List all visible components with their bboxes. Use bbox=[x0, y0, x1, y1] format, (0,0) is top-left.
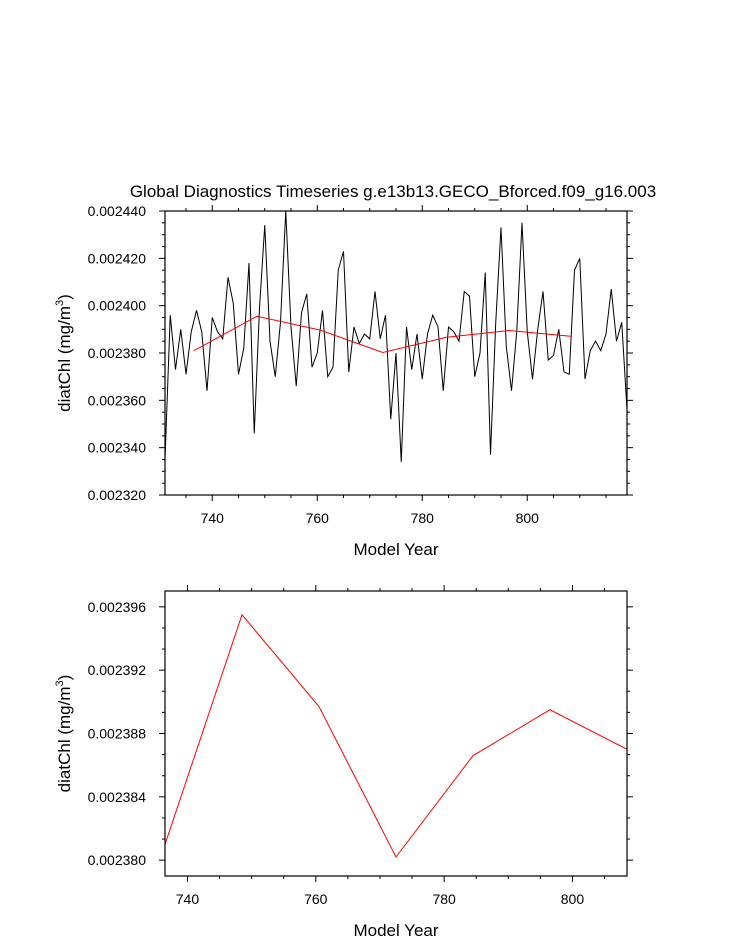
y-tick-label: 0.002392 bbox=[88, 662, 147, 678]
y-tick-label: 0.002360 bbox=[88, 392, 147, 408]
running-mean-line bbox=[165, 613, 627, 858]
x-tick-label: 740 bbox=[201, 510, 225, 526]
y-tick-label: 0.002340 bbox=[88, 440, 147, 456]
x-tick-label: 760 bbox=[304, 891, 328, 907]
y-axis-label: diatChl (mg/m3) bbox=[54, 294, 74, 412]
y-axis-label: diatChl (mg/m3) bbox=[54, 675, 74, 793]
x-axis-label: Model Year bbox=[353, 921, 438, 940]
y-tick-label: 0.002400 bbox=[88, 298, 147, 314]
y-tick-label: 0.002440 bbox=[88, 203, 147, 219]
plot-frame bbox=[164, 590, 628, 877]
y-tick-label: 0.002388 bbox=[88, 726, 147, 742]
y-tick-label: 0.002380 bbox=[88, 852, 147, 868]
running-mean-line bbox=[193, 315, 572, 354]
y-tick-label: 0.002420 bbox=[88, 250, 147, 266]
chart-title: Global Diagnostics Timeseries g.e13b13.G… bbox=[130, 182, 656, 201]
bottom-plot-panel: 740 760 780 800 0.002380 0.002384 0.002388 0.00… bbox=[54, 585, 633, 940]
x-tick-label: 800 bbox=[516, 510, 540, 526]
annual-series-line bbox=[165, 211, 627, 462]
y-tick-label: 0.002320 bbox=[88, 487, 147, 503]
top-plot-panel: 740 760 780 800 0.002320 0.002340 0.002360 0.00… bbox=[54, 203, 633, 559]
x-tick-label: 780 bbox=[411, 510, 435, 526]
y-tick-label: 0.002380 bbox=[88, 345, 147, 361]
y-tick-label: 0.002396 bbox=[88, 599, 147, 615]
x-axis-label: Model Year bbox=[353, 540, 438, 559]
x-tick-label: 780 bbox=[432, 891, 456, 907]
x-tick-label: 740 bbox=[176, 891, 200, 907]
x-tick-label: 760 bbox=[306, 510, 330, 526]
x-tick-label: 800 bbox=[561, 891, 585, 907]
y-tick-label: 0.002384 bbox=[88, 789, 147, 805]
